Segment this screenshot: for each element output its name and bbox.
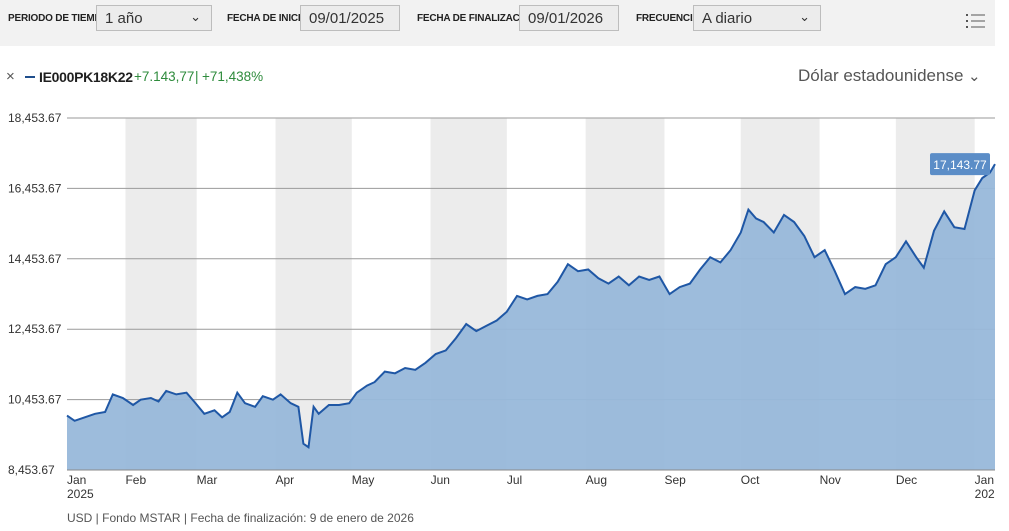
last-value-label: 17,143.77 [933, 158, 987, 172]
series-separator: | [195, 69, 199, 84]
y-tick-label: 16,453.67 [8, 181, 62, 195]
x-tick-label: Mar [197, 473, 218, 487]
x-tick-label: Jan [67, 473, 86, 487]
series-code: IE000PK18K22 [39, 69, 133, 85]
end-date-value: 09/01/2026 [528, 10, 604, 27]
frequency-value: A diario [702, 10, 753, 27]
chart-toolbar: PERIODO DE TIEMPO 1 año ⌄ FECHA DE INICI… [0, 0, 995, 46]
x-tick-label: Jan [975, 473, 994, 487]
chevron-down-icon[interactable]: ⌄ [968, 68, 981, 85]
y-tick-label: 14,453.67 [8, 252, 62, 266]
chart-footer: USD | Fondo MSTAR | Fecha de finalizació… [67, 511, 414, 525]
chevron-down-icon: ⌄ [799, 9, 810, 24]
x-tick-label: Dec [896, 473, 917, 487]
x-tick-label: Apr [275, 473, 294, 487]
currency-select[interactable]: Dólar estadounidense [798, 66, 964, 85]
y-tick-label: 8,453.67 [8, 463, 55, 477]
series-change-pct: +71,438% [202, 69, 264, 84]
period-label: PERIODO DE TIEMPO [8, 13, 109, 24]
period-select[interactable]: 1 año ⌄ [96, 5, 212, 31]
x-tick-label: Jun [431, 473, 450, 487]
y-tick-label: 12,453.67 [8, 322, 62, 336]
x-tick-label: Sep [664, 473, 686, 487]
x-tick-label: Jul [507, 473, 522, 487]
series-change: +7.143,77 [134, 69, 195, 84]
x-tick-label: May [352, 473, 375, 487]
x-tick-label: Feb [125, 473, 146, 487]
start-date-label: FECHA DE INICIO [227, 13, 309, 24]
x-tick-year: 2025 [67, 487, 94, 501]
start-date-value: 09/01/2025 [309, 10, 385, 27]
badge-background [930, 153, 990, 176]
series-area [67, 164, 995, 470]
x-tick-label: Nov [820, 473, 841, 487]
price-chart: 18,453.67 16,453.67 14,453.67 12,453.67 10,4… [8, 111, 996, 501]
end-date-label: FECHA DE FINALIZACIÓN [417, 13, 537, 24]
series-swatch [25, 76, 35, 78]
close-icon[interactable]: × [6, 68, 15, 85]
hamburger-list-icon[interactable] [966, 13, 985, 29]
frequency-select[interactable]: A diario ⌄ [693, 5, 821, 31]
end-date-field[interactable]: 09/01/2026 [519, 5, 619, 31]
x-tick-year: 202 [975, 487, 995, 501]
y-tick-label: 10,453.67 [8, 393, 62, 407]
start-date-field[interactable]: 09/01/2025 [300, 5, 400, 31]
x-tick-label: Aug [586, 473, 607, 487]
y-tick-label: 18,453.67 [8, 111, 62, 125]
x-tick-label: Oct [741, 473, 760, 487]
period-value: 1 año [105, 10, 143, 27]
y-axis: 18,453.67 16,453.67 14,453.67 12,453.67 10,4… [8, 111, 62, 477]
frequency-label: FRECUENCIA [636, 13, 700, 24]
last-value-badge: 17,143.77 [930, 153, 990, 176]
series-line [66, 163, 996, 449]
chevron-down-icon: ⌄ [190, 9, 201, 24]
